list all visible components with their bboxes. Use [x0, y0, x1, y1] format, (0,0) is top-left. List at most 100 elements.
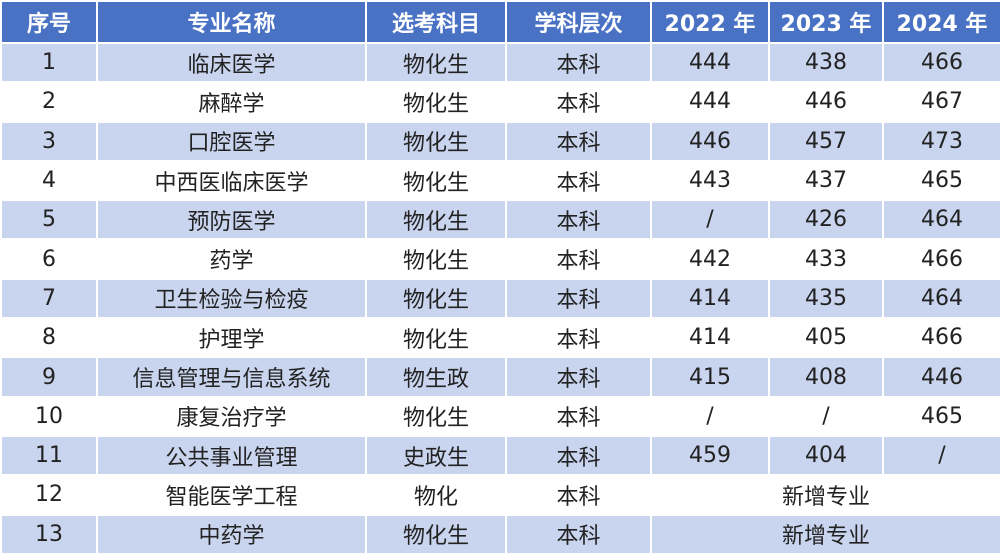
table-cell: 4 — [0, 159, 98, 202]
table-cell: 口腔医学 — [96, 120, 367, 162]
table-cell: 物化生 — [365, 238, 507, 280]
table-cell: 本科 — [505, 41, 652, 84]
table-cell: 415 — [650, 356, 770, 398]
table-row: 5 预防医学 物化生 本科/426 464 — [0, 199, 1000, 241]
table-cell: 446 — [768, 81, 884, 123]
table-cell: 信息管理与信息系统 — [96, 356, 367, 398]
table-row: 3 口腔医学 物化生 本科 446 457 473 — [0, 120, 1000, 162]
table-cell: 466 — [882, 238, 1000, 280]
table-cell: 405 — [768, 317, 884, 359]
table-cell: 464 — [882, 199, 1000, 241]
table-cell: 466 — [882, 317, 1000, 359]
table-row: 11 公共事业管理 史政生 本科 459 404/ — [0, 434, 1000, 477]
header-row: 序号 专业名称 选考科目 学科层次 2022 年 2023 年 2024 年 — [0, 0, 1000, 44]
table-cell: 物化生 — [365, 513, 507, 555]
table-row: 7 卫生检验与检疫 物化生 本科 414 435 464 — [0, 277, 1000, 320]
table-cell: 446 — [882, 356, 1000, 398]
table-row: 8 护理学 物化生 本科 414 405 466 — [0, 317, 1000, 359]
table-cell: 物化生 — [365, 120, 507, 162]
table-cell: 物化生 — [365, 81, 507, 123]
table-cell: 414 — [650, 277, 770, 320]
table-cell: 404 — [768, 434, 884, 477]
table-cell: 临床医学 — [96, 41, 367, 84]
table-cell: 新增专业 — [650, 513, 1000, 555]
table-cell: 2 — [0, 81, 98, 123]
table-cell: 中西医临床医学 — [96, 159, 367, 202]
table-cell: 467 — [882, 81, 1000, 123]
table-cell: 442 — [650, 238, 770, 280]
table-cell: 物化生 — [365, 317, 507, 359]
table-cell: 11 — [0, 434, 98, 477]
header-cell: 2023 年 — [768, 0, 884, 44]
table-cell: 新增专业 — [650, 474, 1000, 516]
table-cell: 本科 — [505, 199, 652, 241]
header-cell: 专业名称 — [96, 0, 367, 44]
table-cell: 464 — [882, 277, 1000, 320]
table-cell: 466 — [882, 41, 1000, 84]
table-cell: / — [650, 199, 770, 241]
table-row: 6 药学 物化生 本科 442 433 466 — [0, 238, 1000, 280]
table-cell: 物化生 — [365, 41, 507, 84]
table-cell: 435 — [768, 277, 884, 320]
header-cell: 选考科目 — [365, 0, 507, 44]
table-cell: 本科 — [505, 474, 652, 516]
table-cell: 433 — [768, 238, 884, 280]
table-cell: 3 — [0, 120, 98, 162]
table-cell: 卫生检验与检疫 — [96, 277, 367, 320]
table-cell: 本科 — [505, 277, 652, 320]
table-cell: 本科 — [505, 513, 652, 555]
table-cell: 史政生 — [365, 434, 507, 477]
table-cell: 本科 — [505, 238, 652, 280]
table-cell: 物化生 — [365, 277, 507, 320]
table-cell: 5 — [0, 199, 98, 241]
table-cell: 本科 — [505, 434, 652, 477]
table-cell: 本科 — [505, 395, 652, 437]
table-cell: 437 — [768, 159, 884, 202]
table-row: 12 智能医学工程 物化 本科 新增专业 — [0, 474, 1000, 516]
table-cell: 1 — [0, 41, 98, 84]
table-cell: 本科 — [505, 81, 652, 123]
table-cell: 7 — [0, 277, 98, 320]
table-cell: 本科 — [505, 317, 652, 359]
table-cell: 414 — [650, 317, 770, 359]
table-cell: 预防医学 — [96, 199, 367, 241]
table-row: 2 麻醉学 物化生 本科 444 446 467 — [0, 81, 1000, 123]
table-cell: 465 — [882, 395, 1000, 437]
table-cell: / — [882, 434, 1000, 477]
table-cell: 443 — [650, 159, 770, 202]
table-cell: 麻醉学 — [96, 81, 367, 123]
table-cell: 物化生 — [365, 159, 507, 202]
table-cell: / — [650, 395, 770, 437]
table-cell: 物化生 — [365, 395, 507, 437]
table-cell: 459 — [650, 434, 770, 477]
table-cell: 408 — [768, 356, 884, 398]
table-cell: 457 — [768, 120, 884, 162]
table-cell: 9 — [0, 356, 98, 398]
table-cell: 药学 — [96, 238, 367, 280]
table-row: 10 康复治疗学 物化生 本科 //465 — [0, 395, 1000, 437]
header-cell: 学科层次 — [505, 0, 652, 44]
table-cell: 物化 — [365, 474, 507, 516]
table-cell: 12 — [0, 474, 98, 516]
table-cell: 护理学 — [96, 317, 367, 359]
table-cell: / — [768, 395, 884, 437]
table-cell: 康复治疗学 — [96, 395, 367, 437]
table-cell: 444 — [650, 41, 770, 84]
table-cell: 473 — [882, 120, 1000, 162]
table-cell: 中药学 — [96, 513, 367, 555]
header-cell: 2024 年 — [882, 0, 1000, 44]
table-cell: 物生政 — [365, 356, 507, 398]
table-body: 1 临床医学 物化生 本科 444 438 466 2 麻醉学 物化生 本科 444 446 467 3 口腔… — [0, 41, 1000, 555]
table-cell: 446 — [650, 120, 770, 162]
table-cell: 本科 — [505, 120, 652, 162]
table-cell: 444 — [650, 81, 770, 123]
table-cell: 智能医学工程 — [96, 474, 367, 516]
table-cell: 本科 — [505, 159, 652, 202]
table-cell: 10 — [0, 395, 98, 437]
header-cell: 序号 — [0, 0, 98, 44]
table-row: 9 信息管理与信息系统 物生政 本科 415 408 446 — [0, 356, 1000, 398]
table-cell: 6 — [0, 238, 98, 280]
table-cell: 426 — [768, 199, 884, 241]
